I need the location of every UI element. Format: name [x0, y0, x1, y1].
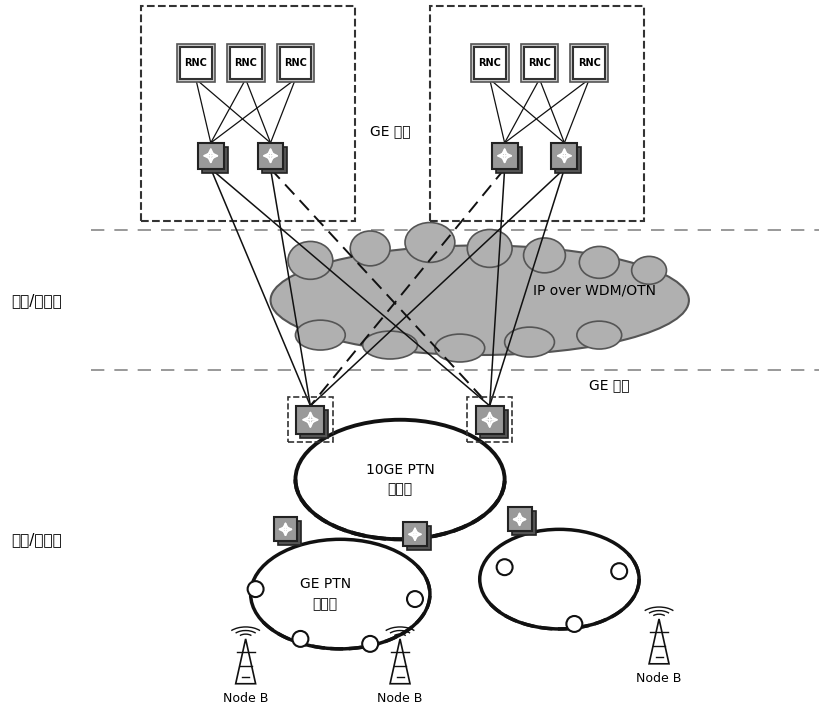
Text: RNC: RNC [528, 58, 551, 68]
Circle shape [362, 636, 378, 652]
Ellipse shape [435, 334, 484, 362]
Polygon shape [470, 44, 509, 82]
Text: 10GE PTN
汇聚环: 10GE PTN 汇聚环 [365, 463, 434, 496]
Polygon shape [258, 143, 283, 169]
Polygon shape [552, 143, 577, 169]
Text: GE PTN
接入环: GE PTN 接入环 [300, 577, 351, 611]
Ellipse shape [288, 242, 333, 280]
Circle shape [611, 563, 627, 579]
Polygon shape [202, 147, 227, 173]
Ellipse shape [467, 230, 512, 267]
Circle shape [292, 631, 309, 647]
Polygon shape [277, 521, 301, 546]
Text: Node B: Node B [223, 692, 268, 705]
Text: RNC: RNC [578, 58, 601, 68]
Ellipse shape [524, 238, 566, 273]
Polygon shape [573, 47, 605, 79]
Text: RNC: RNC [284, 58, 307, 68]
Polygon shape [279, 47, 311, 79]
Polygon shape [521, 44, 558, 82]
Text: 汇聚/接入层: 汇聚/接入层 [11, 532, 62, 547]
Polygon shape [273, 518, 297, 541]
Polygon shape [177, 44, 215, 82]
Polygon shape [474, 47, 506, 79]
Polygon shape [507, 508, 531, 531]
Ellipse shape [363, 331, 417, 359]
Ellipse shape [631, 257, 667, 285]
Circle shape [497, 559, 512, 575]
Ellipse shape [296, 320, 346, 350]
Polygon shape [180, 47, 212, 79]
Circle shape [407, 591, 423, 607]
Ellipse shape [271, 245, 689, 355]
Polygon shape [300, 410, 328, 438]
Polygon shape [475, 406, 503, 434]
Text: GE 光口: GE 光口 [370, 124, 410, 138]
Ellipse shape [351, 231, 390, 266]
Circle shape [248, 581, 264, 597]
Text: RNC: RNC [185, 58, 207, 68]
Text: Node B: Node B [636, 672, 681, 685]
Polygon shape [492, 143, 517, 169]
Polygon shape [556, 147, 581, 173]
Text: 核心/骨干层: 核心/骨干层 [11, 292, 62, 307]
Ellipse shape [580, 247, 619, 278]
Polygon shape [277, 44, 314, 82]
Ellipse shape [577, 321, 621, 349]
Polygon shape [227, 44, 264, 82]
Polygon shape [511, 511, 535, 536]
Polygon shape [524, 47, 556, 79]
Polygon shape [571, 44, 608, 82]
Text: GE 光口: GE 光口 [589, 378, 630, 392]
Text: Node B: Node B [378, 692, 423, 705]
Polygon shape [198, 143, 224, 169]
Polygon shape [230, 47, 262, 79]
Ellipse shape [505, 327, 554, 357]
Ellipse shape [405, 222, 455, 262]
Polygon shape [403, 523, 427, 546]
Circle shape [566, 616, 582, 632]
Text: RNC: RNC [234, 58, 257, 68]
Polygon shape [296, 406, 324, 434]
Polygon shape [262, 147, 287, 173]
Text: RNC: RNC [479, 58, 501, 68]
Polygon shape [407, 526, 431, 551]
Text: IP over WDM/OTN: IP over WDM/OTN [533, 283, 656, 297]
Polygon shape [479, 410, 507, 438]
Polygon shape [496, 147, 521, 173]
